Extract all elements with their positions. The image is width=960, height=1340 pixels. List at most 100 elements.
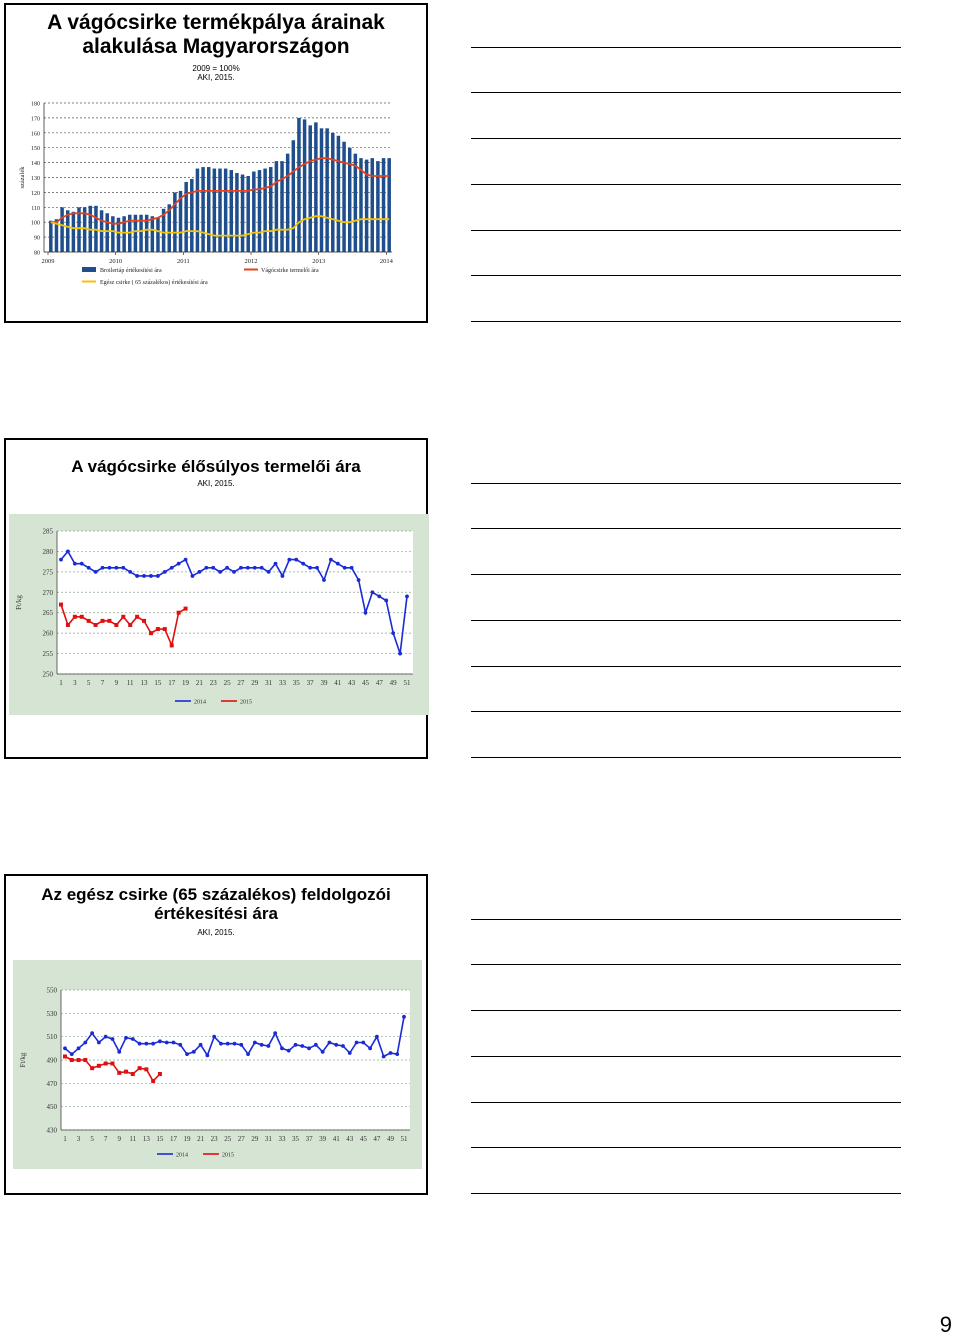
- chart-2-point: [370, 590, 375, 595]
- chart-3-point: [96, 1063, 101, 1068]
- chart-3-point: [307, 1046, 311, 1051]
- chart-2-x-tick-label: 21: [196, 679, 204, 687]
- note-line: [471, 275, 901, 276]
- chart-3-x-tick-label: 11: [129, 1135, 136, 1143]
- chart-2-y-tick-label: 265: [43, 609, 54, 617]
- chart-2-point: [128, 569, 133, 574]
- note-line: [471, 47, 901, 48]
- chart-3-point: [293, 1042, 298, 1047]
- chart-1-y-axis-label: százalék: [19, 166, 26, 189]
- chart-1-bar: [263, 168, 267, 252]
- chart-2-point: [252, 565, 257, 570]
- chart-2-point: [197, 569, 202, 574]
- chart-1-legend-label: Broilertáp értékesítési ára: [100, 268, 162, 274]
- chart-3-legend-label: 2014: [176, 1153, 188, 1159]
- note-line: [471, 620, 901, 621]
- chart-1-bar: [257, 170, 262, 252]
- chart-1-y-tick-label: 140: [31, 161, 40, 167]
- slide-1-subtitle-line-2: AKI, 2015.: [197, 73, 235, 83]
- chart-2-x-tick-label: 33: [279, 679, 287, 687]
- chart-1-bar: [201, 167, 205, 252]
- chart-2-point: [218, 569, 223, 574]
- chart-1-bar: [144, 214, 149, 252]
- chart-3-point: [124, 1035, 128, 1040]
- chart-1-bar: [336, 135, 341, 252]
- chart-1-bar: [297, 117, 301, 253]
- chart-3-x-tick-label: 13: [143, 1135, 151, 1143]
- chart-2-point: [162, 627, 167, 632]
- chart-2-point: [391, 631, 396, 636]
- chart-2-point: [65, 622, 70, 627]
- chart-2-x-tick-label: 1: [59, 679, 63, 687]
- chart-3-point: [164, 1040, 169, 1045]
- chart-3-y-tick-label: 470: [47, 1080, 58, 1088]
- chart-3-point: [83, 1058, 88, 1062]
- chart-3-x-tick-label: 49: [387, 1135, 395, 1143]
- chart-3-x-tick-label: 15: [156, 1135, 164, 1143]
- chart-2-point: [72, 614, 77, 619]
- chart-1-bar: [65, 210, 70, 252]
- chart-3-point: [232, 1041, 237, 1046]
- chart-3-point: [76, 1046, 81, 1051]
- chart-3-x-tick-label: 17: [170, 1135, 178, 1143]
- chart-2-x-tick-label: 31: [265, 679, 273, 687]
- chart-2-point: [398, 651, 402, 656]
- chart-1-y-tick-label: 90: [34, 236, 40, 242]
- chart-2-point: [280, 574, 285, 578]
- chart-2-point: [155, 574, 160, 578]
- chart-3-y-tick-label: 510: [47, 1033, 58, 1041]
- chart-3-point: [103, 1061, 108, 1066]
- chart-2-point: [142, 618, 147, 623]
- chart-1-y-tick-label: 130: [31, 176, 40, 182]
- chart-2-y-axis-label: Ft/kg: [15, 595, 23, 610]
- chart-2-y-tick-label: 285: [43, 528, 54, 536]
- chart-3-x-tick-label: 45: [360, 1135, 368, 1143]
- chart-2-point: [239, 565, 243, 570]
- chart-1-bar: [274, 161, 279, 252]
- chart-2-x-tick-label: 7: [101, 679, 105, 687]
- chart-3-x-tick-label: 41: [333, 1135, 341, 1143]
- chart-2-point: [322, 578, 326, 582]
- chart-3-x-tick-label: 43: [346, 1135, 354, 1143]
- chart-3-point: [374, 1034, 379, 1039]
- chart-3-point: [158, 1039, 162, 1044]
- chart-3-y-tick-label: 430: [47, 1127, 58, 1135]
- chart-1-x-tick-label: 2010: [109, 258, 122, 265]
- slide-3-subtitle-line-1: AKI, 2015.: [197, 928, 235, 937]
- slide-3-title: Az egész csirke (65 százalékos) feldolgo…: [6, 885, 426, 923]
- chart-1-y-tick-label: 150: [31, 146, 40, 152]
- chart-2-point: [66, 549, 70, 554]
- chart-3-y-tick-label: 530: [47, 1010, 58, 1018]
- chart-2-x-tick-label: 15: [154, 679, 162, 687]
- chart-1-bar: [156, 217, 160, 252]
- chart-3-point: [130, 1037, 135, 1041]
- chart-3-point: [63, 1054, 67, 1059]
- chart-3-point: [246, 1052, 250, 1057]
- chart-1-x-tick-label: 2014: [380, 258, 394, 265]
- chart-3-point: [76, 1058, 81, 1062]
- chart-1-bar: [139, 214, 143, 252]
- chart-3-point: [110, 1061, 115, 1066]
- chart-1-bar: [246, 176, 250, 252]
- chart-2-x-tick-label: 39: [320, 679, 328, 687]
- chart-2-x-tick-label: 51: [404, 679, 412, 687]
- slide-1-subtitle-line-1: 2009 = 100%: [192, 64, 240, 73]
- chart-2-point: [148, 631, 153, 636]
- chart-2-point: [93, 622, 98, 627]
- chart-1-bar: [218, 168, 222, 252]
- slide-3-title-line-2: értékesítési ára: [154, 904, 278, 924]
- chart-1-bar: [319, 128, 324, 252]
- note-line: [471, 711, 901, 712]
- chart-2-x-tick-label: 17: [168, 679, 176, 687]
- note-line: [471, 964, 901, 965]
- slide-1-subtitle: 2009 = 100% AKI, 2015.: [6, 64, 426, 82]
- note-line: [471, 1102, 901, 1103]
- note-line: [471, 138, 901, 139]
- chart-2-point: [107, 618, 112, 623]
- chart-3-point: [110, 1037, 115, 1041]
- chart-1: 80 90 100 110 120 130 140 150 160 170 180 százalék 2…: [14, 98, 402, 290]
- chart-2-legend-label: 2015: [240, 700, 252, 706]
- chart-1-y-tick-label: 110: [31, 206, 40, 212]
